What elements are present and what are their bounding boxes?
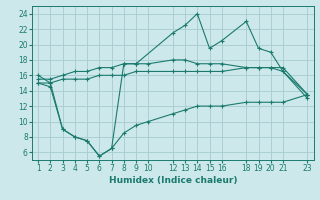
X-axis label: Humidex (Indice chaleur): Humidex (Indice chaleur) <box>108 176 237 185</box>
